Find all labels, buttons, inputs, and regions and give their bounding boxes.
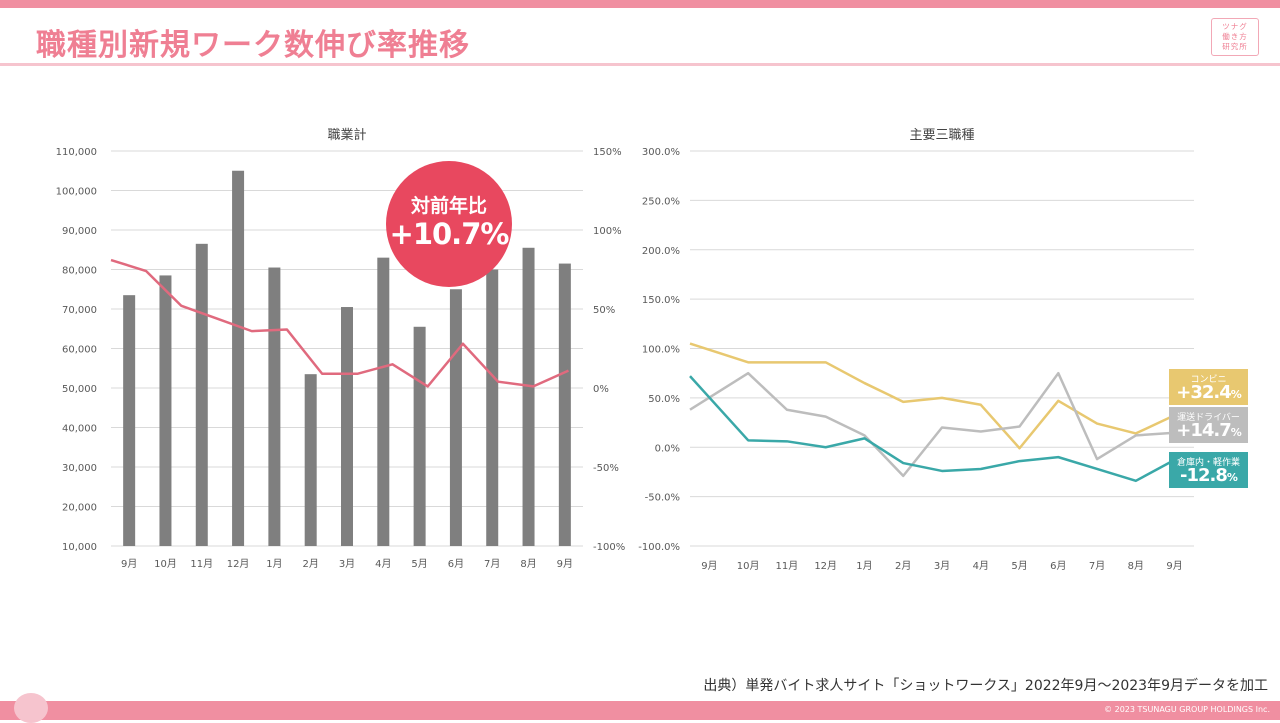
chart-title: 職業計 (327, 127, 366, 143)
y-right-tick-label: -50% (593, 463, 619, 474)
y-left-tick-label: 20,000 (62, 503, 97, 514)
y-tick-label: 0.0% (655, 443, 680, 454)
y-left-tick-label: 80,000 (62, 266, 97, 277)
tag-value: +32.4% (1176, 382, 1242, 403)
y-left-tick-label: 90,000 (62, 226, 97, 237)
y-tick-label: -50.0% (645, 493, 680, 504)
x-tick-label: 2月 (303, 558, 319, 570)
logo-line: 働き方 (1222, 32, 1248, 41)
tag-convenience-store: コンビニ +32.4% (1169, 369, 1248, 405)
tag-delivery-driver: 運送ドライバー +14.7% (1169, 407, 1248, 443)
x-tick-label: 12月 (227, 558, 250, 570)
y-left-tick-label: 30,000 (62, 463, 97, 474)
title-divider (0, 63, 1280, 66)
tag-warehouse-light-work: 倉庫内・軽作業 -12.8% (1169, 452, 1248, 488)
x-tick-label: 3月 (339, 558, 355, 570)
bar (377, 257, 390, 546)
copyright: © 2023 TSUNAGU GROUP HOLDINGS Inc. (1104, 705, 1270, 714)
y-left-tick-label: 40,000 (62, 424, 97, 435)
x-tick-label: 8月 (1128, 560, 1144, 572)
source-note: 出典）単発バイト求人サイト「ショットワークス」2022年9月～2023年9月デー… (703, 678, 1268, 694)
bottom-accent-bar (0, 701, 1280, 720)
y-right-tick-label: 50% (593, 305, 615, 316)
y-tick-label: 100.0% (642, 345, 680, 356)
series-line (689, 342, 1176, 450)
bar (304, 374, 317, 546)
yoy-callout: 対前年比 +10.7% (386, 161, 512, 287)
y-tick-label: 200.0% (642, 246, 680, 257)
x-tick-label: 8月 (520, 558, 536, 570)
x-tick-label: 1月 (856, 560, 872, 572)
x-tick-label: 11月 (190, 558, 213, 570)
bar (558, 263, 571, 546)
top-accent-bar (0, 0, 1280, 8)
bar (341, 307, 353, 546)
y-left-tick-label: 10,000 (62, 542, 97, 553)
y-left-tick-label: 50,000 (62, 384, 97, 395)
logo-line: ツナグ (1222, 22, 1248, 31)
y-left-tick-label: 60,000 (62, 345, 97, 356)
tag-name: コンビニ (1190, 375, 1227, 385)
bar (413, 326, 426, 546)
callout-value: +10.7% (389, 217, 510, 251)
y-tick-label: 50.0% (648, 394, 680, 405)
y-tick-label: -100.0% (638, 542, 680, 553)
chart-title: 主要三職種 (909, 127, 974, 143)
y-right-tick-label: 150% (593, 147, 622, 158)
x-tick-label: 5月 (411, 558, 427, 570)
bar (522, 247, 535, 546)
x-tick-label: 7月 (1089, 560, 1105, 572)
tag-value: -12.8% (1180, 465, 1238, 486)
bar (486, 269, 499, 546)
series-line (689, 371, 1175, 478)
logo-line: 研究所 (1222, 42, 1248, 51)
y-left-tick-label: 70,000 (62, 305, 97, 316)
x-tick-label: 6月 (448, 558, 464, 570)
x-tick-label: 4月 (973, 560, 989, 572)
y-left-tick-label: 100,000 (56, 187, 97, 198)
bar (195, 243, 208, 546)
x-tick-label: 9月 (121, 558, 137, 570)
y-left-tick-label: 110,000 (56, 147, 97, 158)
tag-value: +14.7% (1176, 420, 1242, 441)
x-tick-label: 10月 (154, 558, 177, 570)
x-tick-label: 9月 (701, 560, 717, 572)
y-tick-label: 150.0% (642, 295, 680, 306)
x-tick-label: 5月 (1011, 560, 1027, 572)
y-right-tick-label: 100% (593, 226, 622, 237)
y-tick-label: 250.0% (642, 196, 680, 207)
bar (449, 289, 462, 546)
series-line (689, 375, 1176, 483)
y-right-tick-label: 0% (593, 384, 609, 395)
bar (232, 170, 245, 546)
x-tick-label: 12月 (814, 560, 837, 572)
tag-name: 運送ドライバー (1177, 413, 1240, 423)
logo: ツナグ 働き方 研究所 (1211, 18, 1259, 56)
x-tick-label: 11月 (776, 560, 799, 572)
callout-label: 対前年比 (410, 195, 487, 217)
x-tick-label: 10月 (737, 560, 760, 572)
x-tick-label: 6月 (1050, 560, 1066, 572)
page-number-tab (14, 693, 48, 723)
growth-rate-line (110, 258, 569, 388)
bar (123, 295, 136, 546)
x-tick-label: 9月 (1166, 560, 1182, 572)
bar (159, 275, 172, 546)
x-tick-label: 9月 (557, 558, 573, 570)
x-tick-label: 1月 (266, 558, 282, 570)
y-right-tick-label: -100% (593, 542, 625, 553)
y-tick-label: 300.0% (642, 147, 680, 158)
bar (268, 267, 281, 546)
x-tick-label: 7月 (484, 558, 500, 570)
tag-name: 倉庫内・軽作業 (1176, 458, 1240, 468)
x-tick-label: 4月 (375, 558, 391, 570)
page-title: 職種別新規ワーク数伸び率推移 (36, 28, 470, 63)
x-tick-label: 3月 (934, 560, 950, 572)
x-tick-label: 2月 (895, 560, 911, 572)
